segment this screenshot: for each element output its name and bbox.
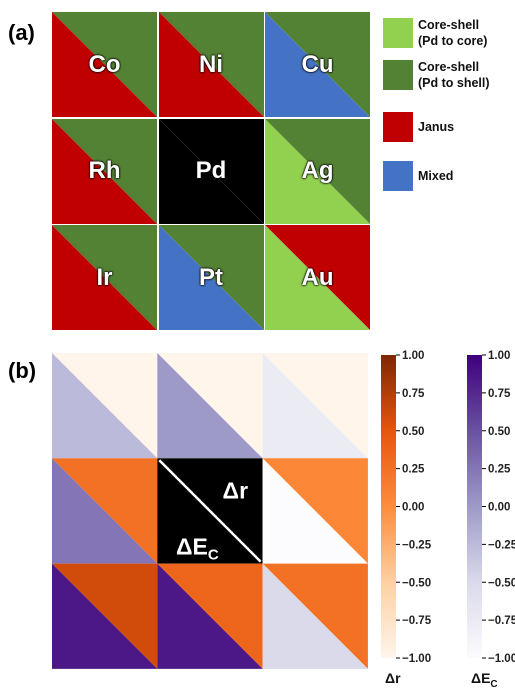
colorbar-tick-label: −0.75 xyxy=(488,615,515,627)
colorbar-tick-label: 0.25 xyxy=(488,464,511,476)
heatmap-cell xyxy=(52,458,158,564)
colorbar-tick-label: 0.50 xyxy=(402,426,424,438)
colorbar-label: Δr xyxy=(385,670,401,686)
cell-lower-triangle xyxy=(265,12,370,117)
colorbar-tick-label: 1.00 xyxy=(488,350,510,362)
element-symbol: Ir xyxy=(96,263,113,291)
center-diagonal xyxy=(158,459,262,563)
element-symbol: Rh xyxy=(88,157,121,184)
panel-a-grid: Co Ni Cu Rh Pd Ag Ir Pt Au xyxy=(52,12,370,330)
dec-triangle xyxy=(52,458,158,564)
cell-lower-triangle xyxy=(265,118,370,224)
cell-lower-triangle xyxy=(158,12,264,117)
legend-label-pd_to_core: Core-shell (Pd to core) xyxy=(418,18,488,48)
cell-au: Au xyxy=(265,225,370,330)
colorbar-label: ΔEC xyxy=(471,670,498,690)
heatmap-cell xyxy=(157,563,263,669)
cell-lower-triangle xyxy=(52,118,157,224)
colorbar-tick-label: −0.50 xyxy=(488,577,515,589)
dec-triangle xyxy=(262,458,368,564)
dec-triangle xyxy=(262,563,368,669)
colorbar-tick-label: 1.00 xyxy=(402,350,424,362)
cell-ag: Ag xyxy=(265,118,370,224)
heatmap-cell xyxy=(52,353,158,459)
element-symbol: Pt xyxy=(199,263,223,291)
colorbar-tick-label: −0.50 xyxy=(402,577,431,589)
dr-triangle xyxy=(52,458,158,564)
colorbar-tick-label: −0.75 xyxy=(402,615,432,627)
cell-ir: Ir xyxy=(52,225,157,330)
heatmap-cell xyxy=(52,563,158,669)
colorbar-tick-label: 0.50 xyxy=(488,426,510,438)
heatmap-cell xyxy=(262,458,368,564)
dr-triangle xyxy=(157,563,263,669)
colorbar-dr: 1.00 0.75 0.50 0.25 0.00 −0.25 −0.50 −0.75 −1.00… xyxy=(381,350,432,686)
colorbar-tick-label: −0.25 xyxy=(402,539,432,551)
legend-swatch-pd_to_core xyxy=(383,18,413,48)
cell-lower-triangle xyxy=(265,225,370,330)
cell-co: Co xyxy=(52,12,157,117)
element-symbol: Au xyxy=(301,263,334,291)
heatmap-cell xyxy=(262,563,368,669)
cell-ni: Ni xyxy=(158,12,264,117)
element-symbol: Cu xyxy=(301,50,334,78)
element-symbol: Co xyxy=(88,50,121,78)
dec-triangle xyxy=(52,353,158,459)
legend-swatch-pd_to_shell xyxy=(383,60,413,90)
cell-lower-triangle xyxy=(52,225,157,330)
element-symbol: Ag xyxy=(301,157,334,184)
cell-lower-triangle xyxy=(158,225,264,330)
panel-a-label: (a) xyxy=(8,20,35,45)
colorbar-dec: 1.00 0.75 0.50 0.25 0.00 −0.25 −0.50 −0.75 −1.00… xyxy=(467,350,515,690)
dec-triangle xyxy=(157,353,263,459)
cell-lower-triangle xyxy=(158,118,264,224)
colorbar-tick-label: 0.25 xyxy=(402,464,425,476)
colorbar-tick-label: −0.25 xyxy=(488,539,515,551)
cell-pt: Pt xyxy=(158,225,264,330)
colorbar-tick-label: 0.75 xyxy=(488,388,511,400)
legend-label-mixed: Mixed xyxy=(418,169,454,183)
center-label-dr: Δr xyxy=(223,477,249,503)
legend-swatch-janus xyxy=(383,112,413,142)
element-symbol: Ni xyxy=(199,50,223,78)
dr-triangle xyxy=(262,353,368,459)
colorbar-tick-label: −1.00 xyxy=(488,653,515,665)
heatmap-cell xyxy=(262,353,368,459)
panel-b-heatmap: ΔrΔEC1.000.750.500.250.00−0.25−0.50−0.75… xyxy=(52,350,515,690)
legend-label-pd_to_shell: Core-shell (Pd to shell) xyxy=(418,60,490,90)
dec-triangle xyxy=(52,563,158,669)
cell-lower-triangle xyxy=(52,12,157,117)
colorbar-tick-label: −1.00 xyxy=(402,653,431,665)
panel-b-label: (b) xyxy=(8,358,37,383)
element-symbol: Pd xyxy=(195,157,227,184)
heatmap-cell xyxy=(157,353,263,459)
dec-triangle xyxy=(262,353,368,459)
legend-swatch-mixed xyxy=(383,161,413,191)
cell-rh: Rh xyxy=(52,118,157,224)
cell-cu: Cu xyxy=(265,12,370,117)
colorbar-tick-label: 0.00 xyxy=(488,502,510,514)
legend-label-janus: Janus xyxy=(418,120,455,134)
colorbar-tick-label: 0.00 xyxy=(402,502,424,514)
colorbar-tick-label: 0.75 xyxy=(402,388,425,400)
cell-pd: Pd xyxy=(158,118,264,224)
dec-triangle xyxy=(157,563,263,669)
